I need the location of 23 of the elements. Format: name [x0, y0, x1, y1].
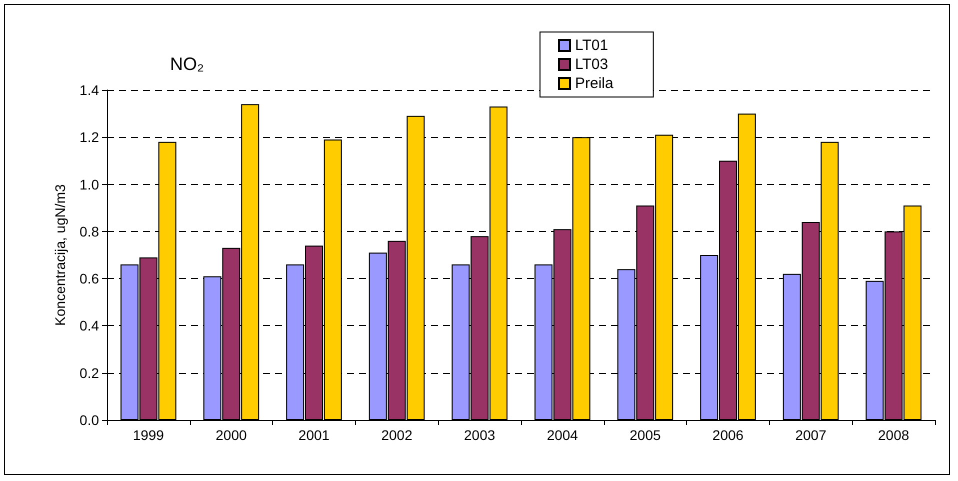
x-tick-label: 1999	[132, 427, 164, 443]
y-tick-label: 0.8	[80, 223, 100, 240]
y-tick-label: 0.4	[80, 318, 100, 334]
x-tick-label: 2008	[878, 427, 910, 443]
legend-label: Preila	[575, 75, 614, 92]
y-tick-label: 0.0	[80, 412, 100, 428]
y-tick-label: 1.2	[80, 129, 100, 146]
x-tick-label: 2002	[381, 427, 413, 443]
chart-title: NO₂	[170, 54, 204, 74]
x-tick-label: 2003	[464, 427, 496, 443]
x-tick-label: 2006	[712, 427, 744, 443]
y-tick-label: 1.4	[80, 82, 100, 98]
legend-label: LT03	[575, 56, 608, 73]
legend-label: LT01	[575, 37, 608, 54]
y-tick-label: 1.0	[80, 176, 100, 192]
x-tick-label: 2005	[630, 427, 661, 443]
x-tick-label: 2000	[216, 427, 247, 443]
y-tick-label: 0.2	[80, 364, 100, 381]
x-tick-label: 2001	[298, 427, 330, 443]
x-tick-label: 2004	[546, 427, 578, 443]
y-axis-title: Koncentracija, ugN/m3	[52, 184, 68, 326]
x-tick-label: 2007	[795, 427, 827, 443]
y-tick-label: 0.6	[80, 270, 100, 287]
